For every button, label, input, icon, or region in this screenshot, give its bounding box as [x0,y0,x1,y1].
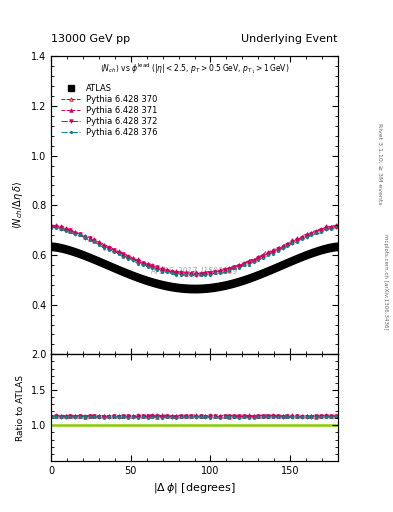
Text: Rivet 3.1.10, ≥ 3M events: Rivet 3.1.10, ≥ 3M events [377,123,382,205]
Y-axis label: $\langle N_{ch}/\Delta\eta\,\delta\rangle$: $\langle N_{ch}/\Delta\eta\,\delta\rangl… [11,181,25,229]
Text: Underlying Event: Underlying Event [241,33,338,44]
Y-axis label: Ratio to ATLAS: Ratio to ATLAS [16,375,25,441]
Legend: ATLAS, Pythia 6.428 370, Pythia 6.428 371, Pythia 6.428 372, Pythia 6.428 376: ATLAS, Pythia 6.428 370, Pythia 6.428 37… [58,81,160,140]
X-axis label: $|\Delta\,\phi|$ [degrees]: $|\Delta\,\phi|$ [degrees] [153,481,236,495]
Text: mcplots.cern.ch [arXiv:1306.3436]: mcplots.cern.ch [arXiv:1306.3436] [383,234,387,329]
Text: $\langle N_{ch}\rangle$ vs $\phi^{\mathrm{lead}}$ ($|\eta|<2.5,\,p_T>0.5\,\mathr: $\langle N_{ch}\rangle$ vs $\phi^{\mathr… [100,61,289,76]
Text: ATLAS_2017_I1509919: ATLAS_2017_I1509919 [151,266,238,275]
Text: 13000 GeV pp: 13000 GeV pp [51,33,130,44]
